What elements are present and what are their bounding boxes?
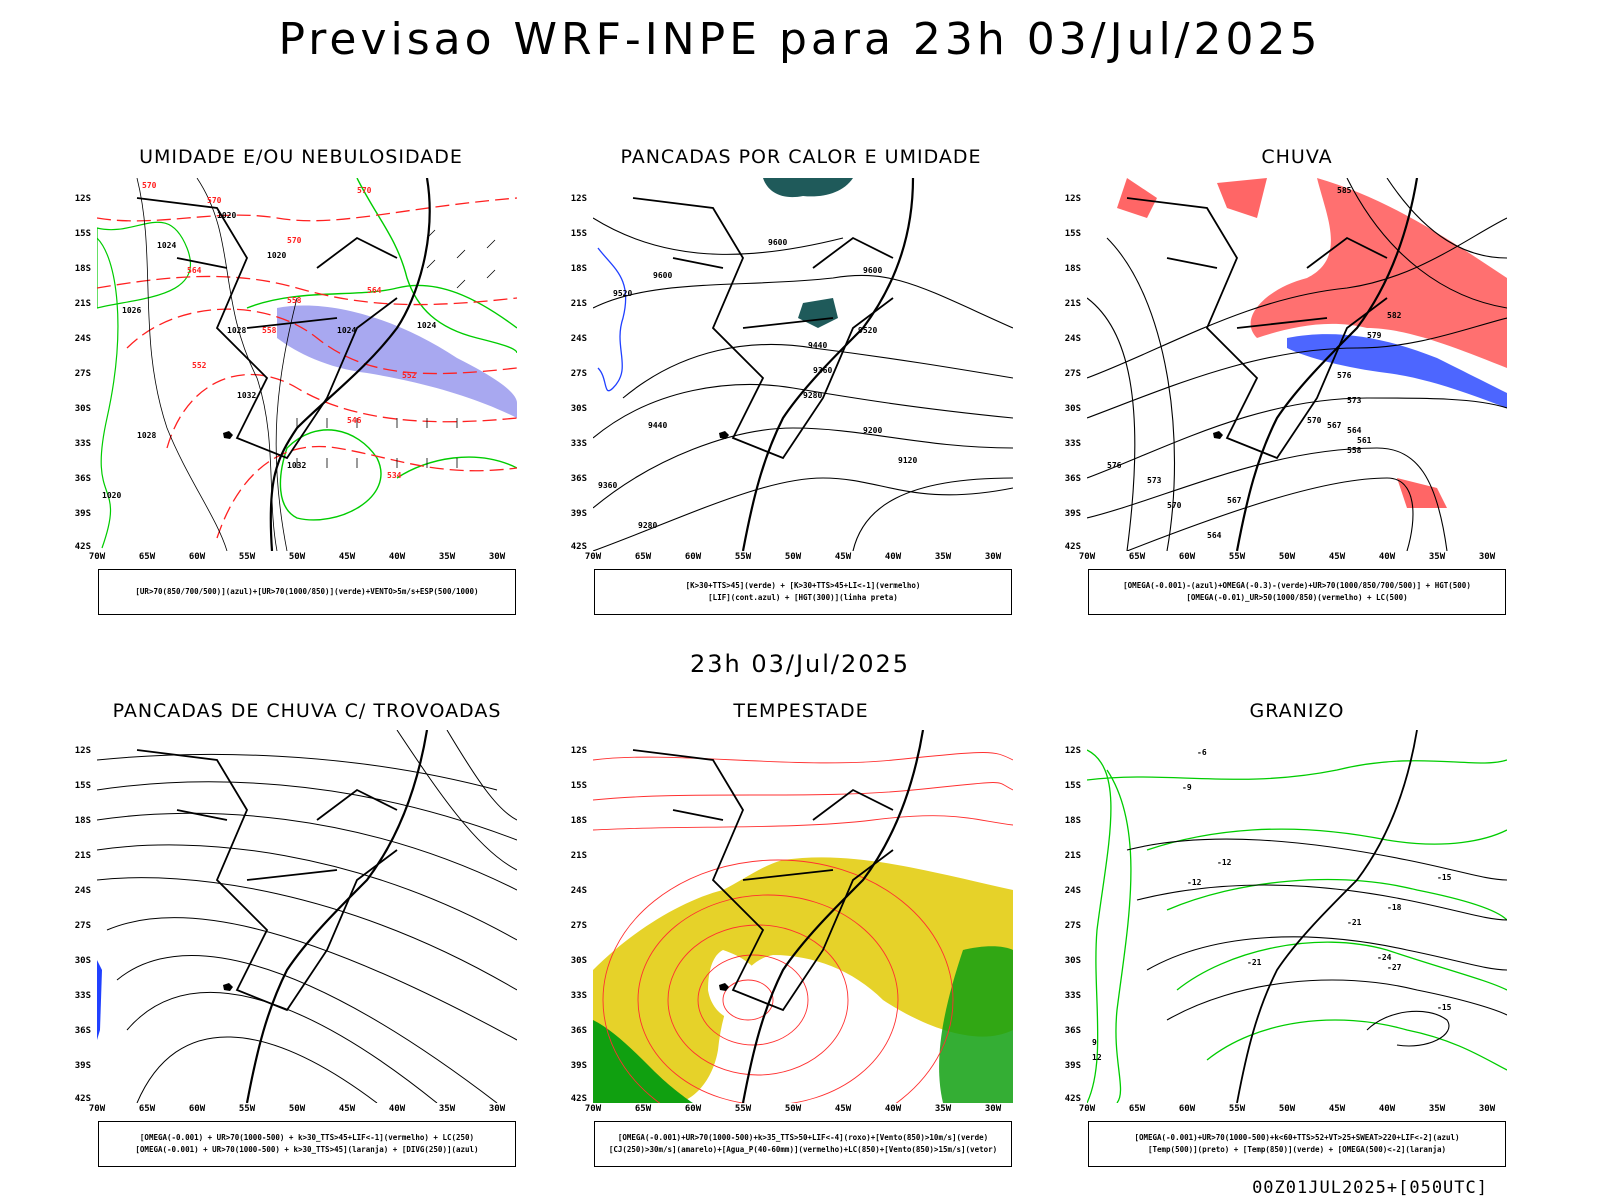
legend-pancadas-trovoadas: [OMEGA(-0.001) + UR>70(1000-500) + k>30_… bbox=[98, 1121, 516, 1167]
map-pancadas-trovoadas bbox=[97, 730, 517, 1103]
contour-label: -9 bbox=[1182, 783, 1192, 792]
contour-label: 1032 bbox=[237, 391, 256, 400]
run-info: 00Z01JUL2025+[050UTC] bbox=[1252, 1178, 1488, 1198]
contour-label: 1024 bbox=[337, 326, 356, 335]
map-pancadas-calor: 9600 9600 9600 9520 9520 9440 9360 9280 9200 9120… bbox=[593, 178, 1013, 551]
legend-tempestade: [OMEGA(-0.001)+UR>70(1000-500)+k>35_TTS>… bbox=[594, 1121, 1012, 1167]
contour-label: 579 bbox=[1367, 331, 1382, 340]
contour-label: 9360 bbox=[598, 481, 617, 490]
thickness-label: 564 bbox=[187, 266, 202, 275]
contour-label: 1026 bbox=[122, 306, 141, 315]
contour-label: 9440 bbox=[808, 341, 827, 350]
contour-label: 573 bbox=[1347, 396, 1362, 405]
contour-label: 12 bbox=[1092, 1053, 1102, 1062]
contour-label: 9280 bbox=[803, 391, 822, 400]
contour-label: 9440 bbox=[648, 421, 667, 430]
thickness-label: 558 bbox=[287, 296, 302, 305]
valid-time-label: 23h 03/Jul/2025 bbox=[689, 650, 911, 678]
lon-axis: 70W 65W 60W 55W 50W 45W 40W 35W 30W bbox=[88, 1104, 506, 1114]
contour-label: 558 bbox=[1347, 446, 1362, 455]
lon-axis: 70W 65W 60W 55W 50W 45W 40W 35W 30W bbox=[1078, 1104, 1496, 1114]
contour-label: 9280 bbox=[638, 521, 657, 530]
lat-axis: 12S 15S 18S 21S 24S 27S 30S 33S 36S 39S 42S bbox=[74, 194, 91, 552]
contour-label: 1032 bbox=[287, 461, 306, 470]
contour-label: 576 bbox=[1107, 461, 1122, 470]
thickness-label: 534 bbox=[387, 471, 402, 480]
panel-title-granizo: GRANIZO bbox=[1249, 700, 1345, 722]
main-title: Previsao WRF-INPE para 23h 03/Jul/2025 bbox=[278, 14, 1322, 65]
contour-label: 561 bbox=[1357, 436, 1372, 445]
contour-label: -12 bbox=[1187, 878, 1202, 887]
lon-axis: 70W 65W 60W 55W 50W 45W 40W 35W 30W bbox=[1078, 552, 1496, 562]
contour-label: 1028 bbox=[227, 326, 246, 335]
panel-title-pancadas-calor: PANCADAS POR CALOR E UMIDADE bbox=[620, 146, 982, 168]
lat-axis: 12S 15S 18S 21S 24S 27S 30S 33S 36S 39S 42S bbox=[1064, 746, 1081, 1104]
contour-label: 1028 bbox=[137, 431, 156, 440]
thickness-label: 570 bbox=[142, 181, 157, 190]
lat-axis: 12S 15S 18S 21S 24S 27S 30S 33S 36S 39S 42S bbox=[570, 194, 587, 552]
contour-label: -12 bbox=[1217, 858, 1232, 867]
contour-label: -15 bbox=[1437, 1003, 1452, 1012]
contour-label: 9360 bbox=[813, 366, 832, 375]
contour-label: 564 bbox=[1207, 531, 1222, 540]
contour-label: 9520 bbox=[858, 326, 877, 335]
contour-label: 570 bbox=[1307, 416, 1322, 425]
map-granizo: -6 -9 -12 -15 -18 -21 -21 -24-27 -15 12 9 -12 bbox=[1087, 730, 1507, 1103]
legend-pancadas-calor: [K>30+TTS>45](verde) + [K>30+TTS>45+LI<-… bbox=[594, 569, 1012, 615]
contour-label: -21 bbox=[1247, 958, 1262, 967]
panel-title-umidade: UMIDADE E/OU NEBULOSIDADE bbox=[139, 146, 463, 168]
contour-label: 1020 bbox=[102, 491, 121, 500]
contour-label: 9600 bbox=[653, 271, 672, 280]
contour-label: 576 bbox=[1337, 371, 1352, 380]
map-umidade: 1020 1024 1020 1028 1024 1032 1028 1032 1020 1024… bbox=[97, 178, 517, 551]
contour-label: -27 bbox=[1387, 963, 1402, 972]
panel-title-chuva: CHUVA bbox=[1261, 146, 1333, 168]
thickness-label: 564 bbox=[367, 286, 382, 295]
thickness-label: 570 bbox=[287, 236, 302, 245]
contour-label: 567 bbox=[1227, 496, 1242, 505]
contour-label: 1024 bbox=[157, 241, 176, 250]
contour-label: 9 bbox=[1092, 1038, 1097, 1047]
panel-title-tempestade: TEMPESTADE bbox=[733, 700, 869, 722]
contour-label: 1024 bbox=[417, 321, 436, 330]
contour-label: -18 bbox=[1387, 903, 1402, 912]
thickness-label: 552 bbox=[192, 361, 207, 370]
lon-axis: 70W 65W 60W 55W 50W 45W 40W 35W 30W bbox=[584, 1104, 1002, 1114]
contour-label: 9200 bbox=[863, 426, 882, 435]
contour-label: 9120 bbox=[898, 456, 917, 465]
contour-label: 9520 bbox=[613, 289, 632, 298]
thickness-label: 570 bbox=[357, 186, 372, 195]
thickness-label: 552 bbox=[402, 371, 417, 380]
contour-label: -6 bbox=[1197, 748, 1207, 757]
lat-axis: 12S 15S 18S 21S 24S 27S 30S 33S 36S 39S 42S bbox=[1064, 194, 1081, 552]
contour-label: 1020 bbox=[267, 251, 286, 260]
legend-umidade: [UR>70(850/700/500)](azul)+[UR>70(1000/8… bbox=[98, 569, 516, 615]
lat-axis: 12S 15S 18S 21S 24S 27S 30S 33S 36S 39S 42S bbox=[74, 746, 91, 1104]
thickness-label: 558 bbox=[262, 326, 277, 335]
lat-axis: 12S 15S 18S 21S 24S 27S 30S 33S 36S 39S 42S bbox=[570, 746, 587, 1104]
thickness-label: 570 bbox=[207, 196, 222, 205]
lon-axis: 70W 65W 60W 55W 50W 45W 40W 35W 30W bbox=[88, 552, 506, 562]
contour-label: 585 bbox=[1337, 186, 1352, 195]
contour-label: 564 bbox=[1347, 426, 1362, 435]
contour-label: 1020 bbox=[217, 211, 236, 220]
contour-label: -24 bbox=[1377, 953, 1392, 962]
contour-label: 573 bbox=[1147, 476, 1162, 485]
contour-label: -21 bbox=[1347, 918, 1362, 927]
legend-chuva: [OMEGA(-0.001)-(azul)+OMEGA(-0.3)-(verde… bbox=[1088, 569, 1506, 615]
map-chuva: 5855825795765735705675645615585765735705… bbox=[1087, 178, 1507, 551]
panel-title-pancadas-trovoadas: PANCADAS DE CHUVA C/ TROVOADAS bbox=[112, 700, 502, 722]
contour-label: -15 bbox=[1437, 873, 1452, 882]
thickness-label: 546 bbox=[347, 416, 362, 425]
contour-label: 9600 bbox=[768, 238, 787, 247]
contour-label: 567 bbox=[1327, 421, 1342, 430]
contour-label: 582 bbox=[1387, 311, 1402, 320]
map-tempestade bbox=[593, 730, 1013, 1103]
legend-granizo: [OMEGA(-0.001)+UR>70(1000-500)+k<60+TTS>… bbox=[1088, 1121, 1506, 1167]
contour-label: 570 bbox=[1167, 501, 1182, 510]
lon-axis: 70W 65W 60W 55W 50W 45W 40W 35W 30W bbox=[584, 552, 1002, 562]
contour-label: 9600 bbox=[863, 266, 882, 275]
